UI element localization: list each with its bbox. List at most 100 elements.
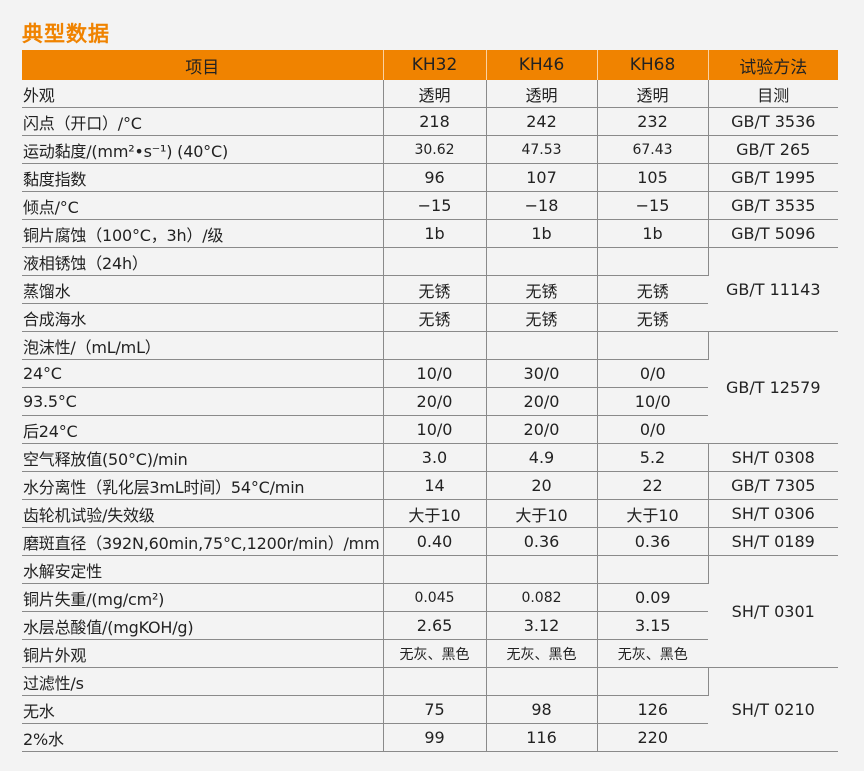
value-cell-kh46: 20/0 bbox=[486, 387, 598, 416]
value-cell-kh46: 无灰、黑色 bbox=[486, 639, 598, 668]
table-row: 蒸馏水 无锈 无锈 无锈 bbox=[22, 275, 838, 304]
value-cell-kh32: 75 bbox=[383, 695, 487, 724]
method-cell: SH/T 0301 bbox=[708, 555, 838, 668]
item-cell: 水层总酸值/(mgKOH/g) bbox=[22, 611, 384, 640]
value-cell-kh46: 0.36 bbox=[486, 527, 598, 556]
table-row: 运动黏度/(mm²•s⁻¹) (40°C) 30.62 47.53 67.43 GB/T… bbox=[22, 135, 838, 164]
value-cell-kh46 bbox=[486, 247, 598, 276]
method-cell: SH/T 0306 bbox=[708, 499, 838, 528]
table-row: 后24°C 10/0 20/0 0/0 bbox=[22, 415, 838, 444]
item-cell: 后24°C bbox=[22, 415, 384, 444]
method-cell: GB/T 3535 bbox=[708, 191, 838, 220]
table-row: 无水 75 98 126 bbox=[22, 695, 838, 724]
item-cell: 铜片腐蚀（100°C，3h）/级 bbox=[22, 219, 384, 248]
table-row: 齿轮机试验/失效级 大于10 大于10 大于10 SH/T 0306 bbox=[22, 499, 838, 528]
value-cell-kh46: 30/0 bbox=[486, 359, 598, 388]
value-cell-kh32: 0.045 bbox=[383, 583, 487, 612]
item-cell: 蒸馏水 bbox=[22, 275, 384, 304]
value-cell-kh46 bbox=[486, 331, 598, 360]
typical-data-table: 项目 KH32 KH46 KH68 试验方法 外观 透明 透明 透明 目测 闪点（开口）/… bbox=[22, 50, 838, 752]
method-cell: SH/T 0210 bbox=[708, 667, 838, 752]
value-cell-kh68: 1b bbox=[597, 219, 709, 248]
value-cell-kh68: 5.2 bbox=[597, 443, 709, 472]
value-cell-kh32: 透明 bbox=[383, 80, 487, 108]
value-cell-kh32: 无锈 bbox=[383, 303, 487, 332]
table-row: 铜片腐蚀（100°C，3h）/级 1b 1b 1b GB/T 5096 bbox=[22, 219, 838, 248]
header-kh46: KH46 bbox=[486, 50, 598, 80]
value-cell-kh32: 99 bbox=[383, 723, 487, 752]
value-cell-kh32: 大于10 bbox=[383, 499, 487, 528]
item-cell: 过滤性/s bbox=[22, 667, 384, 696]
value-cell-kh68: 大于10 bbox=[597, 499, 709, 528]
value-cell-kh46: 47.53 bbox=[486, 135, 598, 164]
item-cell: 外观 bbox=[22, 80, 384, 108]
value-cell-kh46: 242 bbox=[486, 107, 598, 136]
value-cell-kh68: 105 bbox=[597, 163, 709, 192]
value-cell-kh68: 0/0 bbox=[597, 415, 708, 444]
value-cell-kh46 bbox=[486, 667, 598, 696]
item-cell: 闪点（开口）/°C bbox=[22, 107, 384, 136]
item-cell: 空气释放值(50°C)/min bbox=[22, 443, 384, 472]
value-cell-kh46: −18 bbox=[486, 191, 598, 220]
value-cell-kh46: 大于10 bbox=[486, 499, 598, 528]
value-cell-kh68: 0/0 bbox=[597, 359, 708, 388]
method-cell: GB/T 3536 bbox=[708, 107, 838, 136]
item-cell: 铜片失重/(mg/cm²) bbox=[22, 583, 384, 612]
table-row: 水分离性（乳化层3mL时间）54°C/min 14 20 22 GB/T 7305 bbox=[22, 471, 838, 500]
value-cell-kh46: 0.082 bbox=[486, 583, 598, 612]
value-cell-kh32 bbox=[383, 247, 487, 276]
table-row: 倾点/°C −15 −18 −15 GB/T 3535 bbox=[22, 191, 838, 220]
value-cell-kh68 bbox=[597, 555, 709, 584]
table-row: 24°C 10/0 30/0 0/0 bbox=[22, 359, 838, 388]
item-cell: 24°C bbox=[22, 359, 384, 388]
value-cell-kh46: 107 bbox=[486, 163, 598, 192]
item-cell: 93.5°C bbox=[22, 387, 384, 416]
table-row: 2%水 99 116 220 bbox=[22, 723, 838, 752]
header-method: 试验方法 bbox=[708, 50, 838, 80]
method-cell: SH/T 0189 bbox=[708, 527, 838, 556]
value-cell-kh46: 98 bbox=[486, 695, 598, 724]
item-cell: 倾点/°C bbox=[22, 191, 384, 220]
value-cell-kh46: 透明 bbox=[486, 80, 598, 108]
value-cell-kh32: 2.65 bbox=[383, 611, 487, 640]
header-kh32: KH32 bbox=[383, 50, 487, 80]
method-cell: 目测 bbox=[708, 80, 838, 108]
value-cell-kh46: 无锈 bbox=[486, 275, 598, 304]
value-cell-kh32: 无灰、黑色 bbox=[383, 639, 487, 668]
item-cell: 运动黏度/(mm²•s⁻¹) (40°C) bbox=[22, 135, 384, 164]
item-cell: 水分离性（乳化层3mL时间）54°C/min bbox=[22, 471, 384, 500]
item-cell: 水解安定性 bbox=[22, 555, 384, 584]
value-cell-kh32 bbox=[383, 667, 487, 696]
method-cell: GB/T 5096 bbox=[708, 219, 838, 248]
value-cell-kh46 bbox=[486, 555, 598, 584]
value-cell-kh32: 3.0 bbox=[383, 443, 487, 472]
value-cell-kh68: 10/0 bbox=[597, 387, 708, 416]
item-cell: 合成海水 bbox=[22, 303, 384, 332]
value-cell-kh32: 218 bbox=[383, 107, 487, 136]
item-cell: 齿轮机试验/失效级 bbox=[22, 499, 384, 528]
table-row: 外观 透明 透明 透明 目测 bbox=[22, 80, 838, 108]
header-kh68: KH68 bbox=[597, 50, 709, 80]
table-row: 过滤性/s SH/T 0210 bbox=[22, 667, 838, 752]
method-cell: GB/T 7305 bbox=[708, 471, 838, 500]
method-cell: GB/T 265 bbox=[708, 135, 838, 164]
value-cell-kh68 bbox=[597, 247, 709, 276]
value-cell-kh68: 3.15 bbox=[597, 611, 708, 640]
value-cell-kh68: 0.36 bbox=[597, 527, 709, 556]
value-cell-kh32: 96 bbox=[383, 163, 487, 192]
item-cell: 液相锈蚀（24h） bbox=[22, 247, 384, 276]
table-row: 空气释放值(50°C)/min 3.0 4.9 5.2 SH/T 0308 bbox=[22, 443, 838, 472]
value-cell-kh32: 无锈 bbox=[383, 275, 487, 304]
value-cell-kh46: 3.12 bbox=[486, 611, 598, 640]
value-cell-kh68: 0.09 bbox=[597, 583, 708, 612]
table-header-row: 项目 KH32 KH46 KH68 试验方法 bbox=[22, 50, 838, 80]
table-row: 铜片外观 无灰、黑色 无灰、黑色 无灰、黑色 bbox=[22, 639, 838, 668]
item-cell: 磨斑直径（392N,60min,75°C,1200r/min）/mm bbox=[22, 527, 384, 556]
value-cell-kh68: 无灰、黑色 bbox=[597, 639, 708, 668]
value-cell-kh68: 透明 bbox=[597, 80, 709, 108]
method-cell: GB/T 12579 bbox=[708, 331, 838, 444]
value-cell-kh46: 4.9 bbox=[486, 443, 598, 472]
value-cell-kh68: 126 bbox=[597, 695, 708, 724]
table-row: 93.5°C 20/0 20/0 10/0 bbox=[22, 387, 838, 416]
value-cell-kh32: 0.40 bbox=[383, 527, 487, 556]
